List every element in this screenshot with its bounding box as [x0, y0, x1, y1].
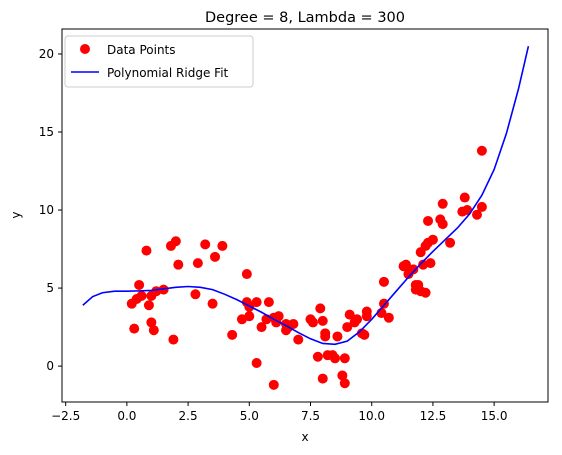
- data-point: [168, 334, 179, 345]
- data-point: [400, 259, 411, 270]
- y-tick-label: 0: [46, 359, 54, 373]
- data-point: [136, 290, 147, 301]
- data-point: [241, 269, 252, 280]
- y-tick-label: 10: [39, 203, 54, 217]
- data-point: [342, 322, 353, 333]
- data-point: [383, 312, 394, 323]
- data-point: [146, 317, 157, 328]
- data-point: [148, 325, 159, 336]
- data-point: [361, 306, 372, 317]
- data-point: [339, 378, 350, 389]
- legend-label-ridge-fit: Polynomial Ridge Fit: [107, 66, 229, 80]
- data-point: [134, 279, 145, 290]
- data-point: [293, 334, 304, 345]
- chart-title: Degree = 8, Lambda = 300: [205, 10, 405, 26]
- data-point: [317, 315, 328, 326]
- x-tick-label: 7.5: [301, 409, 320, 423]
- legend: Data Points Polynomial Ridge Fit: [64, 35, 254, 88]
- data-point: [408, 264, 419, 275]
- data-point: [459, 192, 470, 203]
- data-point: [344, 309, 355, 320]
- x-tick-label: 12.5: [420, 409, 447, 423]
- data-point: [307, 317, 318, 328]
- data-point: [227, 329, 238, 340]
- x-tick-label: 15.0: [481, 409, 508, 423]
- data-point: [420, 287, 431, 298]
- data-point: [251, 297, 262, 308]
- data-point: [320, 328, 331, 339]
- data-point: [427, 234, 438, 245]
- data-point: [190, 289, 201, 300]
- data-point: [317, 373, 328, 384]
- data-point: [423, 215, 434, 226]
- axis-ticks: −2.5 0.0 2.5 5.0 7.5 10.0 12.5 15.0 0 5 10 15 20: [39, 47, 508, 423]
- data-point: [315, 303, 326, 314]
- data-point: [244, 311, 255, 322]
- data-point: [263, 297, 274, 308]
- data-point: [312, 351, 323, 362]
- data-point: [476, 201, 487, 212]
- data-point: [359, 329, 370, 340]
- ridge-fit-line: [82, 45, 530, 346]
- y-tick-label: 15: [39, 125, 54, 139]
- data-point: [337, 370, 348, 381]
- data-point: [143, 300, 154, 311]
- data-point: [378, 276, 389, 287]
- data-point: [329, 353, 340, 364]
- data-point: [256, 322, 267, 333]
- data-point: [200, 239, 211, 250]
- data-point: [332, 331, 343, 342]
- x-tick-label: 10.0: [358, 409, 385, 423]
- data-point: [425, 258, 436, 269]
- data-point: [217, 240, 228, 251]
- data-point: [339, 353, 350, 364]
- data-point: [445, 237, 456, 248]
- x-tick-label: 5.0: [240, 409, 259, 423]
- data-point: [268, 379, 279, 390]
- legend-box: [64, 35, 254, 88]
- legend-label-data-points: Data Points: [107, 43, 176, 57]
- data-point: [207, 298, 218, 309]
- data-point: [251, 357, 262, 368]
- data-point: [210, 251, 221, 262]
- data-point: [476, 145, 487, 156]
- data-point: [273, 311, 284, 322]
- data-point: [129, 323, 140, 334]
- plot-area: [82, 45, 530, 390]
- legend-marker-data-points: [80, 44, 90, 54]
- data-point: [141, 245, 152, 256]
- data-point: [170, 236, 181, 247]
- y-tick-label: 5: [46, 281, 54, 295]
- x-tick-label: −2.5: [51, 409, 80, 423]
- axes-frame: [61, 28, 549, 403]
- y-tick-label: 20: [39, 47, 54, 61]
- data-point: [352, 314, 363, 325]
- x-axis-label: x: [301, 430, 308, 444]
- data-point: [173, 259, 184, 270]
- data-point: [437, 219, 448, 230]
- y-axis-label: y: [9, 211, 23, 218]
- data-point: [437, 198, 448, 209]
- x-tick-label: 0.0: [117, 409, 136, 423]
- x-tick-label: 2.5: [179, 409, 198, 423]
- data-point: [472, 209, 482, 220]
- data-point: [192, 258, 203, 269]
- data-point: [288, 318, 299, 329]
